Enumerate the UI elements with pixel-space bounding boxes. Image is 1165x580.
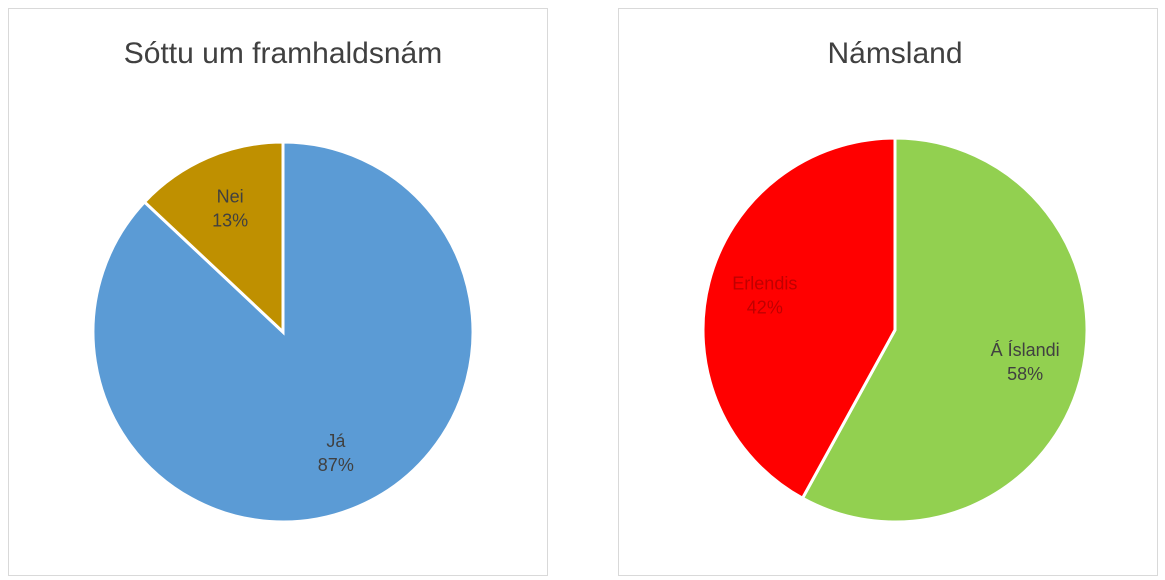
slice-value-label: 87% (318, 455, 354, 475)
slice-value-label: 13% (212, 211, 248, 231)
slice-label: Erlendis (732, 273, 797, 293)
pie-slice (800, 136, 1089, 524)
chart-title: Námsland (827, 37, 962, 70)
slice-label: Nei (217, 187, 244, 207)
pie-slice (701, 136, 897, 501)
slice-value-label: 58% (1007, 364, 1043, 384)
slice-value-label: 42% (747, 297, 783, 317)
chart-title: Sóttu um framhaldsnám (124, 37, 442, 70)
pie-slice (142, 140, 285, 336)
slice-label: Á Íslandi (991, 340, 1060, 360)
slice-label: Já (326, 431, 346, 451)
